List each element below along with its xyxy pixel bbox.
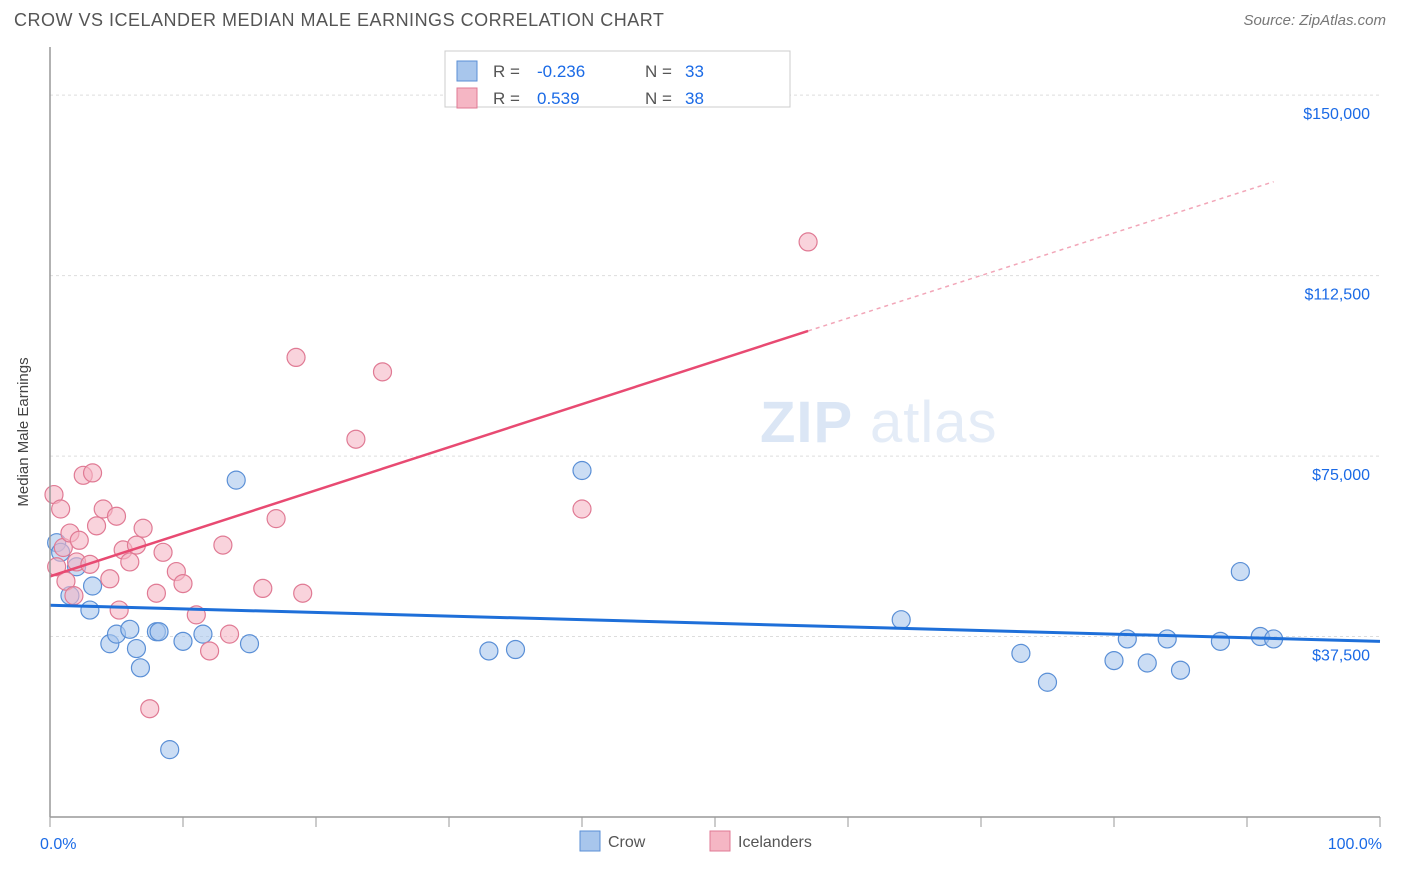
scatter-chart: $37,500 $75,000 $112,500 $150,000 ZIP atlas 0.…: [0, 37, 1406, 887]
data-point: [374, 363, 392, 381]
chart-container: $37,500 $75,000 $112,500 $150,000 ZIP atlas 0.…: [0, 37, 1406, 887]
data-point: [1158, 630, 1176, 648]
data-point: [573, 500, 591, 518]
data-point: [573, 462, 591, 480]
data-point: [147, 584, 165, 602]
data-point: [1138, 654, 1156, 672]
data-point: [88, 517, 106, 535]
data-point: [799, 233, 817, 251]
bottom-legend-label: Crow: [608, 834, 646, 851]
bottom-legend-swatch: [710, 831, 730, 851]
data-point: [1105, 652, 1123, 670]
data-point: [65, 587, 83, 605]
data-point: [154, 543, 172, 561]
data-point: [161, 741, 179, 759]
data-point: [892, 611, 910, 629]
legend-n-value: 33: [685, 62, 704, 81]
data-point: [127, 640, 145, 658]
legend-swatch: [457, 61, 477, 81]
data-point: [347, 430, 365, 448]
data-point: [108, 507, 126, 525]
data-point: [1172, 661, 1190, 679]
x-max-label: 100.0%: [1328, 836, 1382, 853]
data-point: [480, 642, 498, 660]
data-point: [201, 642, 219, 660]
bottom-legend-label: Icelanders: [738, 834, 812, 851]
y-tick-label: $75,000: [1312, 467, 1370, 484]
y-tick-label: $37,500: [1312, 648, 1370, 665]
data-point: [221, 625, 239, 643]
trend-line-icelanders-ext: [808, 182, 1274, 331]
legend-r-label: R =: [493, 62, 520, 81]
data-point: [507, 641, 525, 659]
legend-n-label: N =: [645, 62, 672, 81]
data-point: [214, 536, 232, 554]
legend-n-label: N =: [645, 89, 672, 108]
legend-r-value: 0.539: [537, 89, 580, 108]
data-point: [121, 553, 139, 571]
data-point: [134, 519, 152, 537]
bottom-legend-swatch: [580, 831, 600, 851]
data-point: [101, 570, 119, 588]
data-point: [131, 659, 149, 677]
data-point: [81, 601, 99, 619]
data-point: [294, 584, 312, 602]
data-point: [84, 464, 102, 482]
data-point: [1231, 563, 1249, 581]
data-point: [70, 531, 88, 549]
x-min-label: 0.0%: [40, 836, 76, 853]
data-point: [1118, 630, 1136, 648]
chart-source: Source: ZipAtlas.com: [1243, 12, 1386, 29]
data-point: [52, 500, 70, 518]
legend-swatch: [457, 88, 477, 108]
data-point: [241, 635, 259, 653]
data-point: [227, 471, 245, 489]
y-tick-label: $112,500: [1304, 287, 1370, 304]
data-point: [84, 577, 102, 595]
legend-r-value: -0.236: [537, 62, 585, 81]
data-point: [150, 623, 168, 641]
chart-title: CROW VS ICELANDER MEDIAN MALE EARNINGS C…: [14, 10, 664, 31]
data-point: [174, 575, 192, 593]
legend-r-label: R =: [493, 89, 520, 108]
legend-n-value: 38: [685, 89, 704, 108]
data-point: [1039, 673, 1057, 691]
data-point: [287, 348, 305, 366]
data-point: [141, 700, 159, 718]
data-point: [194, 625, 212, 643]
watermark: ZIP: [760, 390, 853, 455]
data-point: [121, 620, 139, 638]
watermark: atlas: [870, 390, 998, 455]
data-point: [267, 510, 285, 528]
y-tick-label: $150,000: [1303, 106, 1370, 123]
data-point: [174, 632, 192, 650]
data-point: [1012, 644, 1030, 662]
y-axis-label: Median Male Earnings: [15, 357, 32, 506]
data-point: [110, 601, 128, 619]
chart-header: CROW VS ICELANDER MEDIAN MALE EARNINGS C…: [0, 0, 1406, 37]
data-point: [254, 579, 272, 597]
trend-line-icelanders: [50, 331, 808, 576]
data-point: [1211, 632, 1229, 650]
